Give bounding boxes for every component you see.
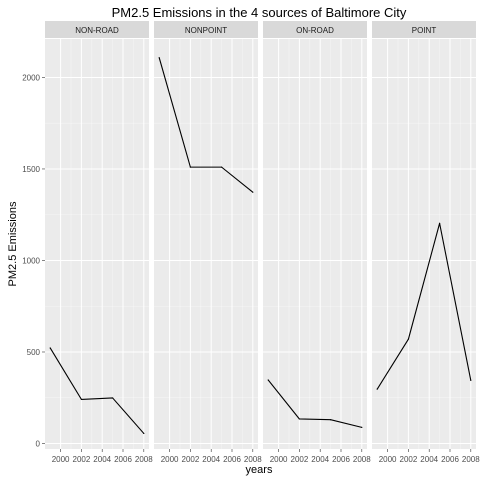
- facet-strip-label: POINT: [412, 26, 437, 35]
- x-tick-label: 2004: [420, 455, 438, 464]
- facet-strip: [154, 21, 258, 38]
- series-line-point: [376, 222, 472, 390]
- x-tick-label: 2004: [311, 455, 329, 464]
- facet-strip: [263, 21, 367, 38]
- data-point: [252, 191, 254, 193]
- x-tick-label: 2000: [52, 455, 70, 464]
- facet-strip: [45, 21, 149, 38]
- facet-strip-label: ON-ROAD: [296, 26, 334, 35]
- y-tick-label: 2000: [22, 73, 40, 82]
- facet-panel-on-road: ON-ROAD 2000 2002 2004 2006 2008: [263, 21, 371, 464]
- data-point: [298, 418, 300, 420]
- data-point: [80, 398, 82, 400]
- y-tick-label: 500: [27, 348, 41, 357]
- data-point: [376, 388, 378, 390]
- series-line-on-road: [267, 379, 362, 428]
- series-line-nonpoint: [158, 57, 254, 193]
- x-tick-label: 2000: [161, 455, 179, 464]
- data-point: [112, 397, 114, 399]
- data-point: [439, 222, 441, 224]
- facet-strip-label: NON-ROAD: [75, 26, 119, 35]
- x-tick-label: 2000: [270, 455, 288, 464]
- x-tick-label: 2008: [244, 455, 262, 464]
- facet-panel-non-road: NON-ROAD 2000 2002 2004 2006 2008: [45, 21, 153, 464]
- data-point: [143, 432, 145, 435]
- data-point: [470, 379, 472, 381]
- y-tick-label: 0: [36, 440, 41, 449]
- data-point: [158, 57, 160, 59]
- data-point: [407, 338, 409, 340]
- x-tick-label: 2006: [441, 455, 459, 464]
- x-tick-label: 2002: [400, 455, 418, 464]
- chart-title: PM2.5 Emissions in the 4 sources of Balt…: [112, 5, 407, 20]
- panel-background: [154, 39, 258, 449]
- panel-background: [372, 39, 476, 449]
- y-axis-title: PM2.5 Emissions: [7, 201, 19, 286]
- data-point: [189, 166, 191, 168]
- x-tick-label: 2006: [223, 455, 241, 464]
- x-tick-label: 2004: [202, 455, 220, 464]
- panel-background: [263, 39, 367, 449]
- data-point: [221, 166, 223, 168]
- facet-panel-nonpoint: NONPOINT 2000 2002 2004 2006 2008: [154, 21, 262, 464]
- data-point: [267, 379, 269, 381]
- data-point: [361, 426, 363, 429]
- data-point: [330, 419, 332, 421]
- x-tick-label: 2008: [462, 455, 480, 464]
- x-axis-title: years: [246, 464, 273, 476]
- panel-background: [45, 39, 149, 449]
- y-tick-label: 1500: [22, 165, 40, 174]
- facet-strip: [372, 21, 476, 38]
- facet-panel-point: POINT 2000 2002 2004 2006 2008: [372, 21, 480, 464]
- x-tick-label: 2006: [332, 455, 350, 464]
- x-tick-label: 2004: [93, 455, 111, 464]
- facet-strip-label: NONPOINT: [185, 26, 227, 35]
- x-tick-label: 2008: [135, 455, 153, 464]
- x-tick-label: 2002: [73, 455, 91, 464]
- x-tick-label: 2002: [291, 455, 309, 464]
- x-tick-label: 2006: [114, 455, 132, 464]
- x-tick-label: 2008: [353, 455, 371, 464]
- series-line-non-road: [49, 347, 145, 434]
- y-tick-label: 1000: [22, 256, 40, 265]
- x-tick-label: 2000: [379, 455, 397, 464]
- x-tick-label: 2002: [182, 455, 200, 464]
- data-point: [49, 347, 51, 349]
